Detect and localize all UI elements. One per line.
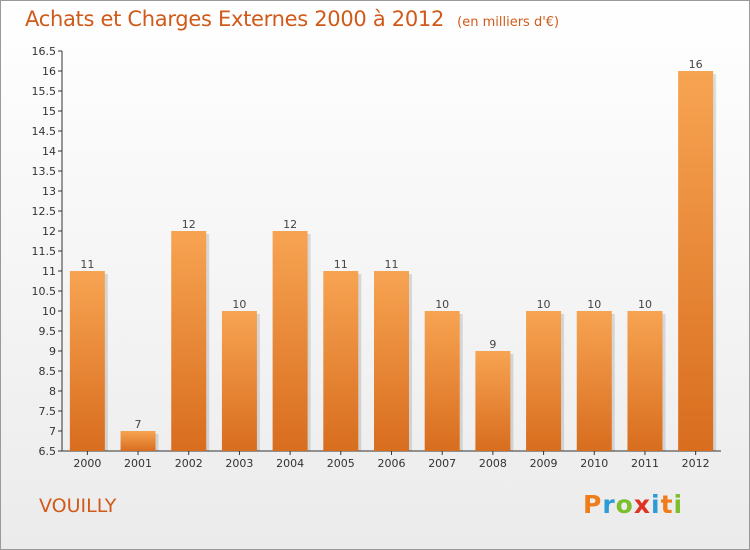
bar-2007 (424, 311, 460, 451)
logo-letter: t (660, 490, 674, 519)
x-tick-label: 2006 (378, 457, 406, 470)
data-label: 9 (489, 338, 496, 351)
bar-2008 (475, 351, 511, 451)
bar-2002 (171, 231, 207, 451)
y-tick-label: 15.5 (32, 85, 57, 98)
data-label: 11 (80, 258, 94, 271)
y-tick-label: 15 (42, 105, 56, 118)
y-tick-label: 12.5 (32, 205, 57, 218)
data-label: 10 (587, 298, 601, 311)
x-tick-label: 2010 (580, 457, 608, 470)
x-tick-label: 2002 (175, 457, 203, 470)
proxiti-logo: Proxiti (583, 490, 683, 519)
x-tick-label: 2008 (479, 457, 507, 470)
y-tick-label: 6.5 (39, 445, 57, 458)
logo-letter: o (615, 490, 634, 519)
y-tick-label: 14 (42, 145, 56, 158)
y-tick-label: 11.5 (32, 245, 57, 258)
y-tick-label: 10 (42, 305, 56, 318)
bar-2000 (69, 271, 105, 451)
logo-letter: i (651, 490, 661, 519)
data-label: 11 (334, 258, 348, 271)
data-label: 12 (283, 218, 297, 231)
data-label: 7 (135, 418, 142, 431)
x-tick-label: 2009 (530, 457, 558, 470)
y-tick-label: 12 (42, 225, 56, 238)
bar-2004 (272, 231, 308, 451)
data-label: 12 (182, 218, 196, 231)
y-tick-label: 16.5 (32, 45, 57, 58)
y-tick-label: 8 (49, 385, 56, 398)
y-tick-label: 9 (49, 345, 56, 358)
chart-unit: (en milliers d'€) (457, 15, 560, 30)
data-label: 10 (537, 298, 551, 311)
bar-2009 (526, 311, 562, 451)
x-tick-label: 2001 (124, 457, 152, 470)
bar-2001 (120, 431, 156, 451)
x-tick-label: 2012 (682, 457, 710, 470)
x-tick-label: 2000 (73, 457, 101, 470)
city-name: VOUILLY (39, 495, 117, 517)
bar-2006 (374, 271, 409, 451)
y-tick-label: 8.5 (39, 365, 57, 378)
y-tick-label: 13 (42, 185, 56, 198)
logo-letter: P (583, 490, 603, 519)
x-tick-label: 2005 (327, 457, 355, 470)
x-tick-label: 2003 (225, 457, 253, 470)
y-tick-label: 7 (49, 425, 56, 438)
bar-2003 (221, 311, 257, 451)
logo-letter: r (602, 490, 616, 519)
y-tick-label: 16 (42, 65, 56, 78)
bar-2011 (627, 311, 663, 451)
y-tick-label: 9.5 (39, 325, 57, 338)
bar-2005 (323, 271, 359, 451)
y-tick-label: 10.5 (32, 285, 57, 298)
x-tick-label: 2004 (276, 457, 304, 470)
y-tick-label: 14.5 (32, 125, 57, 138)
data-label: 11 (385, 258, 399, 271)
data-label: 10 (638, 298, 652, 311)
chart-title-text: Achats et Charges Externes 2000 à 2012 (25, 7, 445, 31)
data-label: 10 (232, 298, 246, 311)
y-tick-label: 13.5 (32, 165, 57, 178)
y-tick-label: 11 (42, 265, 56, 278)
x-tick-label: 2007 (428, 457, 456, 470)
x-tick-label: 2011 (631, 457, 659, 470)
logo-letter: x (633, 490, 651, 519)
chart-title: Achats et Charges Externes 2000 à 2012 (… (25, 7, 559, 31)
y-tick-label: 7.5 (39, 405, 57, 418)
data-label: 16 (689, 58, 703, 71)
bar-2012 (678, 71, 714, 451)
logo-letter: i (673, 490, 684, 519)
data-label: 10 (435, 298, 449, 311)
bar-2010 (576, 311, 612, 451)
